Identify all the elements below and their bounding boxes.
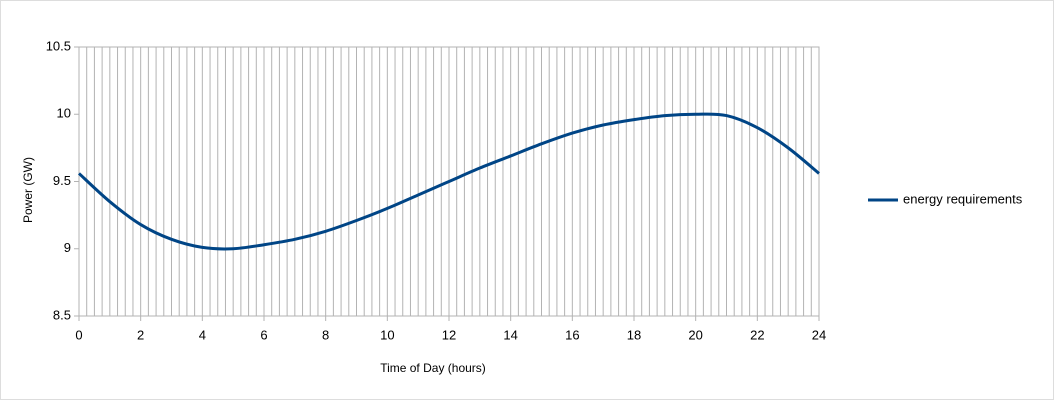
x-tick-label: 0: [75, 327, 82, 342]
x-tick-label: 16: [565, 327, 579, 342]
y-tick-label: 9.5: [53, 173, 71, 188]
x-tick-label: 14: [503, 327, 517, 342]
y-tick-label: 9: [64, 240, 71, 255]
x-tick-label: 8: [322, 327, 329, 342]
x-tick-label: 6: [260, 327, 267, 342]
x-tick-label: 12: [442, 327, 456, 342]
x-tick-label: 20: [688, 327, 702, 342]
y-tick-label: 8.5: [53, 307, 71, 322]
x-tick-label: 22: [750, 327, 764, 342]
x-axis-label: Time of Day (hours): [380, 361, 486, 375]
x-tick-label: 24: [812, 327, 826, 342]
y-axis-label: Power (GW): [21, 157, 35, 223]
x-tick-label: 2: [137, 327, 144, 342]
line-series: [77, 112, 820, 251]
x-tick-label: 10: [380, 327, 394, 342]
legend-label: energy requirements: [903, 191, 1023, 206]
y-tick-label: 10.5: [46, 38, 71, 53]
x-tick-label: 18: [627, 327, 641, 342]
y-tick-label: 10: [57, 106, 71, 121]
x-tick-label: 4: [199, 327, 206, 342]
